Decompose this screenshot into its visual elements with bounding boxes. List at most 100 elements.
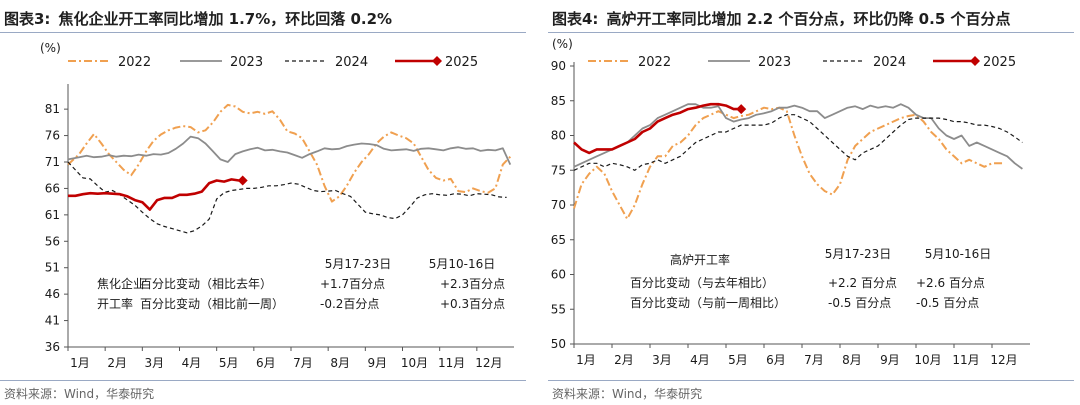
x-tick-label: 4月 xyxy=(182,356,202,370)
x-tick-label: 2月 xyxy=(614,353,634,367)
annotation-row-label: 焦化企业 xyxy=(97,276,145,291)
series-line-2022 xyxy=(67,103,512,203)
annotation-value: +1.7百分点 xyxy=(320,277,385,291)
x-tick-label: 1月 xyxy=(70,356,90,370)
source-divider xyxy=(0,380,526,381)
x-tick-label: 9月 xyxy=(880,353,900,367)
annotation-value: -0.5 百分点 xyxy=(916,296,979,310)
chart-title: 图表4: 高炉开工率同比增加 2.2 个百分点，环比仍降 0.5 个百分点 xyxy=(552,8,1010,29)
annotation-value: +2.3百分点 xyxy=(440,277,505,291)
legend-label-2022: 2022 xyxy=(118,55,151,70)
x-tick-label: 10月 xyxy=(401,356,428,370)
x-tick-label: 5月 xyxy=(728,353,748,367)
title-divider xyxy=(548,32,1074,33)
source-note: 资料来源：Wind，华泰研究 xyxy=(552,387,703,401)
y-tick-label: 76 xyxy=(45,129,60,143)
series-line-2025 xyxy=(573,102,742,155)
y-tick-label: 90 xyxy=(551,59,566,73)
annotation-metric-label: 百分比变动（与前一周相比） xyxy=(630,295,786,310)
y-tick-label: 41 xyxy=(45,314,60,328)
x-tick-label: 8月 xyxy=(330,356,350,370)
x-tick-label: 8月 xyxy=(842,353,862,367)
y-tick-label: 85 xyxy=(551,94,566,108)
coking-rate-chart: (%) 36 41 46 51 56 61 66 71 76 81 1月 2月 3月 4月 5月 6月 7月 8月 9… xyxy=(40,41,514,370)
y-tick-label: 75 xyxy=(551,163,566,177)
legend-label-2022: 2022 xyxy=(638,55,671,70)
y-tick-label: 81 xyxy=(45,102,60,116)
legend-label-2024: 2024 xyxy=(873,55,906,70)
x-tick-label: 1月 xyxy=(576,353,596,367)
annotation-value: +2.6 百分点 xyxy=(916,276,985,290)
y-tick-label: 71 xyxy=(45,155,60,169)
annotation-value: +2.2 百分点 xyxy=(828,276,897,290)
source-divider xyxy=(548,380,1074,381)
legend-label-2023: 2023 xyxy=(230,55,263,70)
chart-title-text: 高炉开工率同比增加 2.2 个百分点，环比仍降 0.5 个百分点 xyxy=(606,10,1011,28)
y-tick-label: 80 xyxy=(551,129,566,143)
x-tick-label: 3月 xyxy=(652,353,672,367)
series-line-2023 xyxy=(67,135,512,165)
y-tick-label: 70 xyxy=(551,198,566,212)
annotation-value: -0.5 百分点 xyxy=(828,296,891,310)
x-tick-label: 6月 xyxy=(256,356,276,370)
y-tick-label: 60 xyxy=(551,268,566,282)
figure-label: 图表3: xyxy=(4,10,51,28)
y-axis-label: (%) xyxy=(552,37,573,51)
y-tick-label: 61 xyxy=(45,208,60,222)
annotation-col-header: 5月17-23日 xyxy=(325,257,392,271)
x-tick-label: 6月 xyxy=(766,353,786,367)
x-tick-label: 2月 xyxy=(107,356,127,370)
y-tick-label: 36 xyxy=(45,340,60,354)
annotation-row-label: 开工率 xyxy=(97,296,133,311)
annotation-col-header: 5月10-16日 xyxy=(925,247,992,261)
blast-furnace-rate-chart: (%) 50 55 60 65 70 75 80 85 90 1月 2月 3月 4月 5月 6月 7月 8月 9月 1… xyxy=(551,37,1030,367)
series-line-2022 xyxy=(573,106,1004,220)
x-tick-label: 4月 xyxy=(690,353,710,367)
annotation-metric-label: 百分比变动（与去年相比） xyxy=(630,275,774,290)
x-tick-label: 3月 xyxy=(145,356,165,370)
y-tick-label: 50 xyxy=(551,337,566,351)
y-tick-label: 51 xyxy=(45,261,60,275)
annotation-value: +0.3百分点 xyxy=(440,297,505,311)
y-tick-label: 66 xyxy=(45,181,60,195)
source-note: 资料来源：Wind，华泰研究 xyxy=(4,387,155,401)
chart-title-text: 焦化企业开工率同比增加 1.7%，环比回落 0.2% xyxy=(58,10,393,28)
x-tick-label: 7月 xyxy=(804,353,824,367)
series-end-marker-2025 xyxy=(736,104,747,115)
title-divider xyxy=(0,32,526,33)
y-tick-label: 56 xyxy=(45,234,60,248)
annotation-metric-label: 百分比变动（相比前一周） xyxy=(140,296,284,311)
x-tick-label: 12月 xyxy=(475,356,502,370)
x-tick-label: 7月 xyxy=(293,356,313,370)
figure-label: 图表4: xyxy=(552,10,599,28)
legend-label-2025: 2025 xyxy=(983,55,1016,70)
y-tick-label: 55 xyxy=(551,302,566,316)
x-tick-label: 11月 xyxy=(438,356,465,370)
legend-label-2024: 2024 xyxy=(335,55,368,70)
x-tick-label: 12月 xyxy=(990,353,1017,367)
y-tick-label: 46 xyxy=(45,287,60,301)
series-line-2024 xyxy=(573,114,1023,171)
y-axis-label: (%) xyxy=(40,41,61,55)
series-line-2023 xyxy=(573,103,1023,170)
legend-marker-2025 xyxy=(970,56,980,66)
series-end-marker-2025 xyxy=(237,175,248,186)
chart-panel-blast-furnace: 图表4: 高炉开工率同比增加 2.2 个百分点，环比仍降 0.5 个百分点 (%)… xyxy=(548,0,1078,405)
annotation-value: -0.2百分点 xyxy=(320,297,379,311)
x-tick-label: 11月 xyxy=(952,353,979,367)
annotation-metric-label: 百分比变动（相比去年） xyxy=(140,276,272,291)
y-tick-label: 65 xyxy=(551,233,566,247)
chart-panel-coking: 图表3: 焦化企业开工率同比增加 1.7%，环比回落 0.2% (%) 36 41 46… xyxy=(0,0,530,405)
legend-label-2023: 2023 xyxy=(758,55,791,70)
series-line-2024 xyxy=(67,161,507,234)
legend-marker-2025 xyxy=(432,56,442,66)
series-line-2025 xyxy=(68,178,243,211)
x-tick-label: 5月 xyxy=(219,356,239,370)
legend-label-2025: 2025 xyxy=(445,55,478,70)
annotation-col-header: 5月17-23日 xyxy=(825,247,892,261)
x-tick-label: 10月 xyxy=(914,353,941,367)
annotation-col-header: 5月10-16日 xyxy=(429,257,496,271)
chart-title: 图表3: 焦化企业开工率同比增加 1.7%，环比回落 0.2% xyxy=(4,8,392,29)
x-tick-label: 9月 xyxy=(368,356,388,370)
annotation-row-label: 高炉开工率 xyxy=(670,252,730,267)
